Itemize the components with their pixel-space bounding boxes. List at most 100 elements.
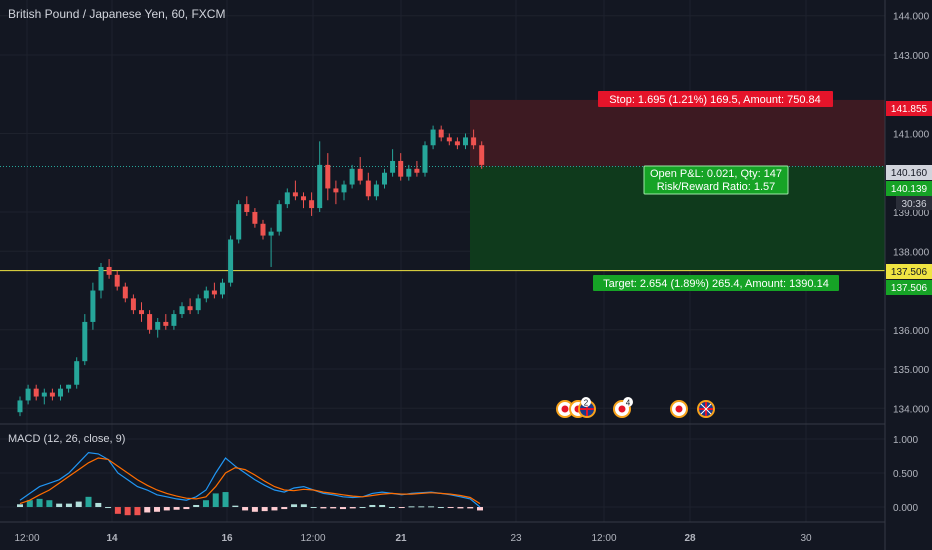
candle[interactable] <box>114 270 120 291</box>
countdown-tag <box>896 196 932 210</box>
candle[interactable] <box>17 396 23 417</box>
macd-histogram-bar <box>379 504 386 508</box>
candle[interactable] <box>220 278 225 299</box>
event-count-badge-text: 2 <box>584 399 589 408</box>
candle[interactable] <box>284 188 290 209</box>
candle[interactable] <box>260 219 266 240</box>
last-price-value: 140.160 <box>891 168 928 179</box>
candle[interactable] <box>98 263 104 299</box>
event-marker[interactable] <box>670 400 688 418</box>
candle[interactable] <box>139 302 144 322</box>
macd-histogram-bar <box>310 507 317 509</box>
candle[interactable] <box>211 282 217 299</box>
candle[interactable] <box>82 314 88 366</box>
candle[interactable] <box>471 129 477 150</box>
candle[interactable] <box>268 227 274 267</box>
candle[interactable] <box>130 294 136 315</box>
event-count-badge[interactable]: 2 <box>581 397 591 408</box>
candle[interactable] <box>179 302 185 318</box>
price-tick-label: 139.000 <box>893 208 930 219</box>
event-marker[interactable] <box>556 400 574 418</box>
time-tick-label: 14 <box>106 533 118 544</box>
macd-histogram-bar <box>26 500 33 508</box>
candle[interactable] <box>49 388 55 401</box>
candle[interactable] <box>25 384 31 405</box>
macd-tick-label: 0.000 <box>893 503 918 514</box>
pnl-label-box[interactable] <box>643 165 789 195</box>
event-marker[interactable] <box>613 400 631 418</box>
countdown-value: 30:36 <box>901 199 926 210</box>
macd-histogram-bar <box>281 507 288 510</box>
time-axis[interactable]: 12:00 14 16 12:00 21 23 12:00 28 30 <box>14 533 812 544</box>
candle[interactable] <box>66 384 72 393</box>
candle[interactable] <box>479 141 485 169</box>
last-price-tag <box>886 165 932 180</box>
event-marker-flag-uk[interactable] <box>697 400 715 418</box>
target-label-box[interactable] <box>593 275 839 291</box>
candle[interactable] <box>122 282 128 303</box>
candle[interactable] <box>90 282 96 330</box>
candle[interactable] <box>236 200 242 244</box>
stop-loss-zone[interactable] <box>470 99 885 167</box>
candle[interactable] <box>155 318 161 338</box>
price-tick-label: 141.000 <box>893 129 930 140</box>
candle[interactable] <box>333 180 339 205</box>
candle[interactable] <box>382 168 387 189</box>
candle[interactable] <box>301 192 306 209</box>
candle[interactable] <box>252 208 258 228</box>
candle[interactable] <box>187 298 193 315</box>
candle[interactable] <box>195 294 201 315</box>
candle[interactable] <box>228 235 234 287</box>
candle[interactable] <box>244 196 250 216</box>
candle[interactable] <box>163 314 169 330</box>
macd-histogram-bar <box>369 504 376 508</box>
candle[interactable] <box>398 153 404 181</box>
candle[interactable] <box>203 286 209 303</box>
candle[interactable] <box>317 141 323 212</box>
candle[interactable] <box>341 180 347 201</box>
candle[interactable] <box>41 388 47 405</box>
candle[interactable] <box>58 384 63 401</box>
candle[interactable] <box>438 125 444 142</box>
time-tick-label: 16 <box>221 533 233 544</box>
candle[interactable] <box>309 192 315 216</box>
pnl-label: Open P&L: 0.021, Qty: 147 <box>650 168 782 180</box>
price-axis[interactable]: 144.000 143.000 141.000 139.000 138.000 136.0… <box>893 12 930 416</box>
candle[interactable] <box>357 157 363 185</box>
price-tick-label: 144.000 <box>893 12 930 23</box>
candle[interactable] <box>349 164 355 189</box>
price-tick-label: 138.000 <box>893 247 930 258</box>
candle[interactable] <box>74 357 80 389</box>
candle[interactable] <box>147 310 153 334</box>
time-tick-label: 21 <box>395 533 407 544</box>
candle[interactable] <box>390 149 396 177</box>
stop-label-box[interactable] <box>598 91 833 107</box>
candle[interactable] <box>33 384 39 401</box>
signal-line <box>19 457 481 505</box>
candle[interactable] <box>446 133 452 146</box>
candle[interactable] <box>414 160 420 177</box>
time-tick-label: 28 <box>684 533 696 544</box>
macd-histogram-bar <box>261 507 268 512</box>
candle[interactable] <box>365 172 371 201</box>
candle[interactable] <box>430 125 436 150</box>
macd-histogram-bar <box>330 507 337 509</box>
candle[interactable] <box>454 137 460 150</box>
time-tick-label: 23 <box>510 533 522 544</box>
candle[interactable] <box>106 259 112 279</box>
stop-label: Stop: 1.695 (1.21%) 169.5, Amount: 750.8… <box>609 94 821 106</box>
event-markers[interactable]: 2 4 <box>556 397 715 418</box>
candle[interactable] <box>171 310 177 330</box>
candlestick-series[interactable] <box>17 125 485 417</box>
candle[interactable] <box>373 180 379 201</box>
candle[interactable] <box>276 200 282 236</box>
candle[interactable] <box>463 133 468 150</box>
target-label: Target: 2.654 (1.89%) 265.4, Amount: 139… <box>603 278 829 290</box>
candle[interactable] <box>292 180 298 201</box>
candle[interactable] <box>422 141 428 177</box>
macd-histogram-bar <box>144 507 151 513</box>
candle[interactable] <box>406 164 412 181</box>
event-count-badge[interactable]: 4 <box>623 397 633 408</box>
candle[interactable] <box>325 153 331 201</box>
